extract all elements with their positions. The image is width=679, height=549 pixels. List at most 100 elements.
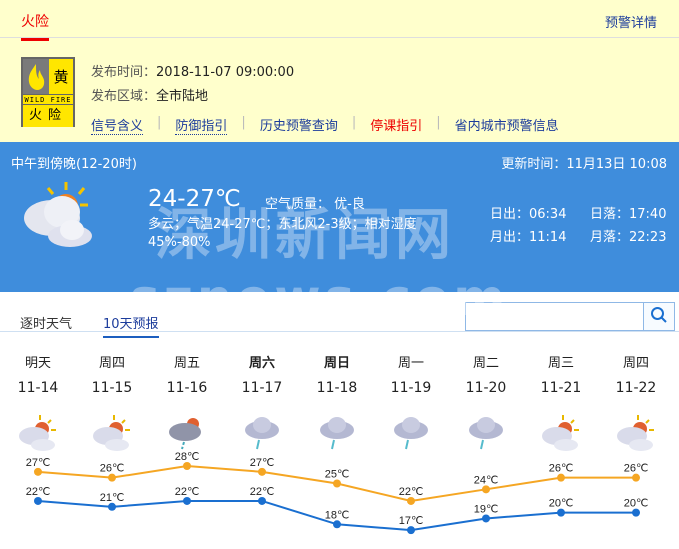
low-temp-point — [407, 526, 415, 535]
high-temp-label: 22℃ — [399, 486, 424, 498]
publish-area: 发布区域：全市陆地 — [91, 85, 208, 104]
publish-time: 发布时间：2018-11-07 09:00:00 — [91, 61, 294, 80]
high-temp-label: 26℃ — [100, 463, 125, 475]
low-temp-label: 22℃ — [250, 486, 275, 498]
high-temp-point — [108, 473, 116, 482]
search-input[interactable] — [466, 303, 643, 330]
warning-panel: 火险 预警详情 黄 WILD FIRE 火险 发布时间：2018-11-07 0… — [0, 0, 679, 142]
divider: | — [436, 115, 441, 130]
link-province-warnings[interactable]: 省内城市预警信息 — [454, 119, 559, 134]
light-rain-icon — [466, 414, 506, 456]
high-temp-point — [258, 467, 266, 476]
date-label: 11-19 — [390, 380, 432, 396]
sunrise: 日出：06:34 — [490, 207, 567, 222]
low-temp-label: 20℃ — [624, 498, 649, 510]
date-label: 11-14 — [17, 380, 59, 396]
update-time: 更新时间：11月13日 10:08 — [501, 157, 667, 172]
weekday-label: 周日 — [323, 356, 350, 371]
moonset: 月落：22:23 — [590, 230, 667, 245]
tab-10-day[interactable]: 10天预报 — [103, 313, 159, 338]
low-temp-point — [333, 520, 341, 529]
divider: | — [241, 115, 246, 130]
low-temp-label: 20℃ — [549, 498, 574, 510]
low-temp-point — [183, 496, 191, 505]
current-weather-panel: 中午到傍晚(12-20时) 更新时间：11月13日 10:08 24-27℃ 空… — [0, 142, 679, 292]
high-temp-label: 28℃ — [175, 451, 200, 463]
weekday-label: 周六 — [248, 356, 275, 371]
low-temp-label: 19℃ — [474, 503, 499, 515]
date-label: 11-22 — [615, 380, 657, 396]
temperature-chart: 27℃ 26℃ 28℃ 27℃ 25℃ 22℃ 24℃ 26℃ 26℃ 22℃ 21℃ 22℃ 22℃ 1… — [26, 451, 649, 535]
light-rain-icon — [391, 414, 431, 456]
moonrise: 月出：11:14 — [490, 230, 567, 245]
weekday-label: 周五 — [173, 356, 200, 371]
high-temp-label: 26℃ — [549, 463, 574, 475]
high-temp-point — [333, 479, 341, 488]
date-label: 11-18 — [316, 380, 358, 396]
weekday-label: 周二 — [472, 356, 499, 371]
low-temp-label: 22℃ — [175, 486, 200, 498]
search-button[interactable] — [643, 303, 674, 330]
link-signal-meaning[interactable]: 信号含义 — [91, 115, 144, 135]
partly-cloudy-icon — [22, 178, 100, 254]
link-defense-guide[interactable]: 防御指引 — [175, 115, 228, 135]
partly-cloudy-icon — [92, 414, 132, 456]
badge-name: 火险 — [23, 105, 73, 127]
low-temp-point — [557, 508, 565, 517]
publish-area-label: 发布区域： — [91, 89, 157, 104]
date-label: 11-21 — [540, 380, 582, 396]
weather-description: 多云；气温24-27℃；东北风2-3级；相对湿度45%-80% — [148, 217, 417, 250]
high-temp-point — [183, 462, 191, 470]
warning-detail-link[interactable]: 预警详情 — [604, 16, 657, 31]
air-quality: 空气质量： 优-良 — [265, 197, 365, 212]
low-temp-label: 17℃ — [399, 515, 424, 527]
weekday-label: 周四 — [98, 356, 125, 371]
high-temp-label: 25℃ — [325, 468, 350, 480]
cloudy-shower-icon — [167, 414, 207, 456]
low-temp-label: 22℃ — [26, 486, 51, 498]
low-temp-point — [258, 496, 266, 505]
weekday-label: 周三 — [547, 356, 574, 371]
search-box — [465, 302, 675, 331]
partly-cloudy-icon — [541, 414, 581, 456]
low-temp-point — [34, 496, 42, 505]
high-temp-label: 27℃ — [250, 457, 275, 469]
sunset: 日落：17:40 — [590, 207, 667, 222]
period-label: 中午到傍晚(12-20时) — [11, 157, 137, 172]
warning-links: 信号含义 | 防御指引 | 历史预警查询 | 停课指引 | 省内城市预警信息 — [91, 115, 559, 135]
tab-hourly[interactable]: 逐时天气 — [20, 317, 73, 332]
low-temp-point — [632, 508, 640, 517]
link-class-suspension[interactable]: 停课指引 — [370, 119, 423, 134]
divider: | — [157, 115, 162, 130]
flame-icon — [23, 59, 49, 94]
warning-tabs: 火险 预警详情 — [0, 0, 679, 41]
weekday-label: 周一 — [397, 356, 424, 371]
date-label: 11-16 — [166, 380, 208, 396]
low-temp-label: 21℃ — [100, 492, 125, 504]
divider: | — [351, 115, 357, 130]
date-label: 11-20 — [465, 380, 507, 396]
tab-fire-risk[interactable]: 火险 — [21, 11, 49, 41]
weekday-label: 明天 — [24, 356, 51, 371]
high-temp-point — [632, 473, 640, 482]
high-temp-point — [482, 485, 490, 494]
high-temp-point — [407, 496, 415, 505]
publish-time-label: 发布时间： — [91, 65, 157, 80]
publish-time-value: 2018-11-07 09:00:00 — [156, 65, 295, 80]
low-temp-point — [108, 502, 116, 511]
current-temperature: 24-27℃ — [148, 186, 241, 212]
fire-warning-badge: 黄 WILD FIRE 火险 — [21, 57, 75, 127]
high-temp-label: 24℃ — [474, 474, 499, 486]
link-history-query[interactable]: 历史预警查询 — [259, 119, 338, 134]
date-label: 11-15 — [91, 380, 133, 396]
high-temp-label: 26℃ — [624, 463, 649, 475]
publish-area-value: 全市陆地 — [156, 89, 209, 104]
badge-level: 黄 — [49, 59, 73, 94]
weekday-label: 周四 — [622, 356, 649, 371]
partly-cloudy-icon — [616, 414, 656, 456]
light-rain-icon — [242, 414, 282, 456]
low-temp-label: 18℃ — [325, 509, 350, 521]
high-temp-point — [557, 473, 565, 482]
high-temp-point — [34, 467, 42, 476]
high-temp-label: 27℃ — [26, 457, 51, 469]
